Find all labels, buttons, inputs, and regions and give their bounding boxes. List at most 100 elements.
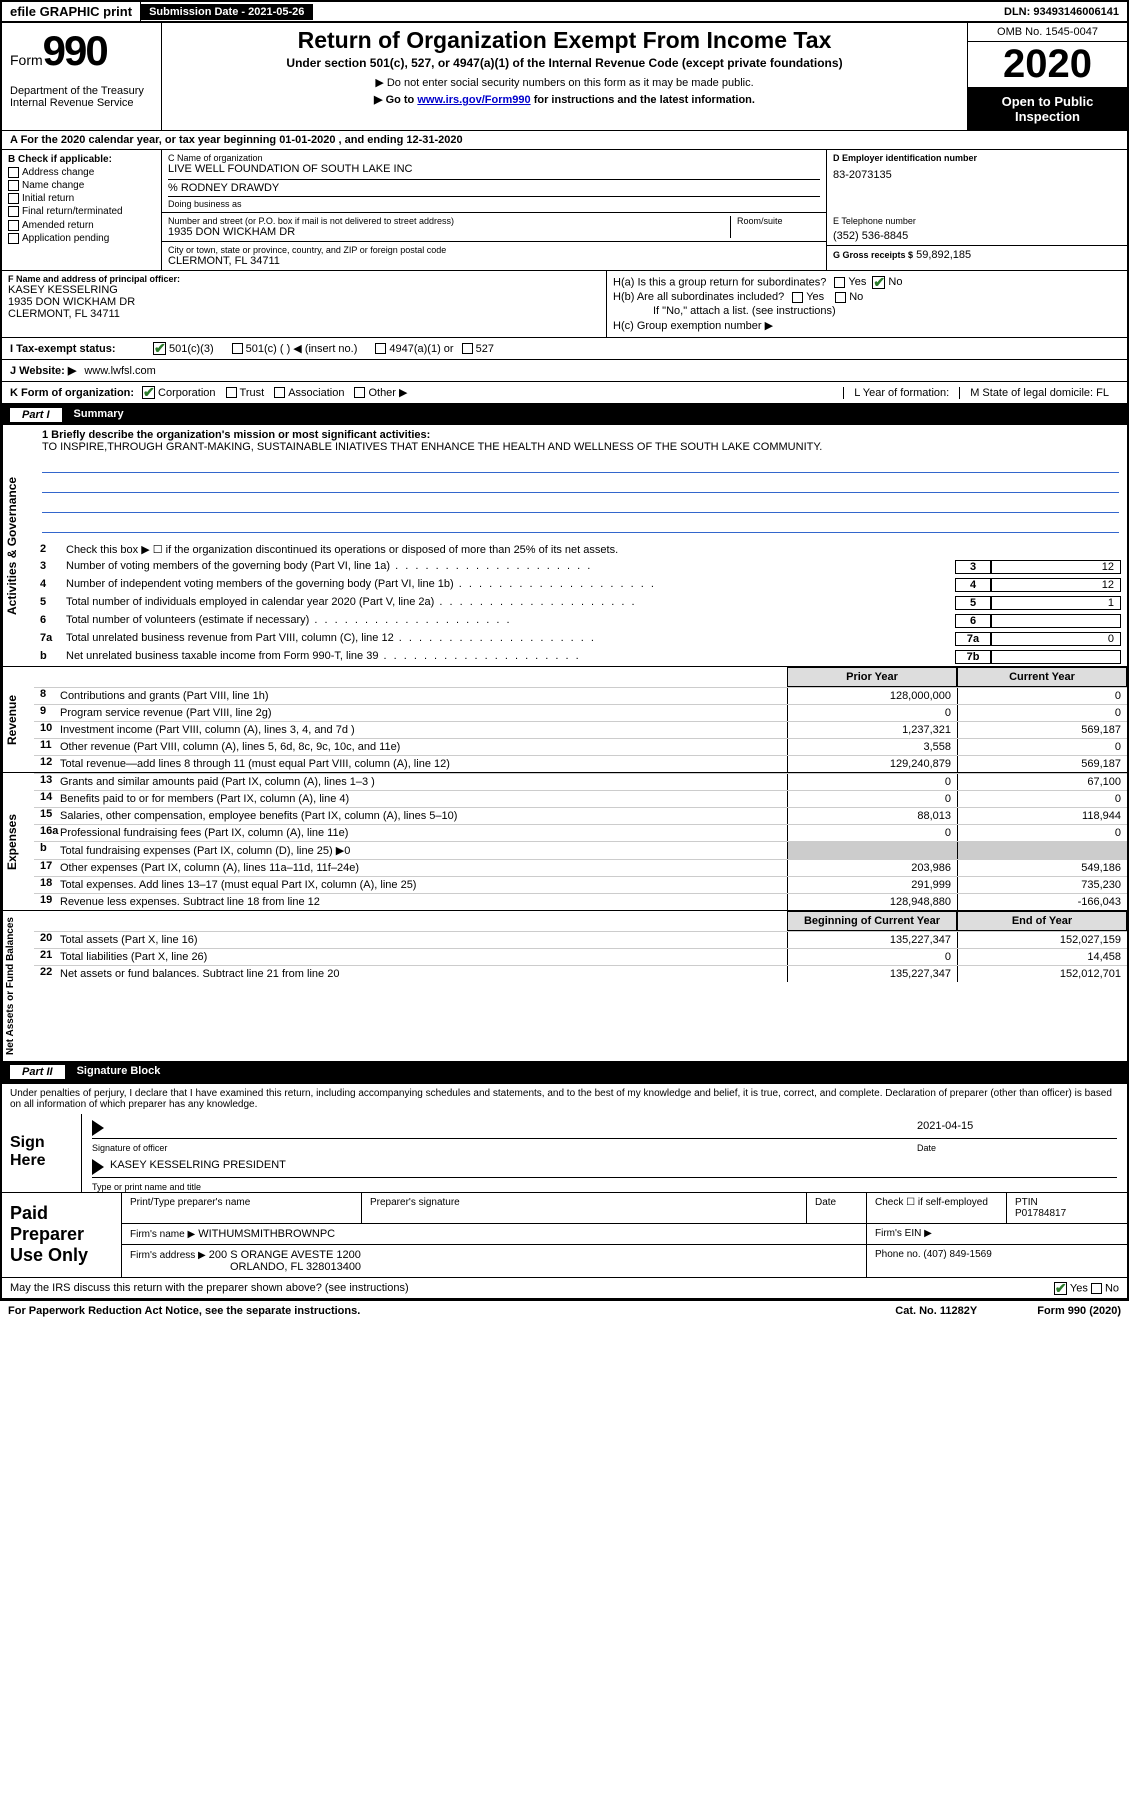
boy-hdr: Beginning of Current Year [787,911,957,931]
h-a: H(a) Is this a group return for subordin… [613,276,1121,289]
website-label: J Website: ▶ [10,364,76,377]
paid-preparer-label: Paid Preparer Use Only [2,1193,122,1277]
room-label: Room/suite [737,216,820,226]
financial-line: 10Investment income (Part VIII, column (… [34,721,1127,738]
summary-line: 3Number of voting members of the governi… [34,558,1127,576]
officer-label: F Name and address of principal officer: [8,274,600,284]
firm-addr2: ORLANDO, FL 328013400 [230,1261,361,1273]
chk-amended[interactable] [8,220,19,231]
summary-line: 5Total number of individuals employed in… [34,594,1127,612]
ha-no[interactable] [872,276,885,289]
preparer-date-hdr: Date [807,1193,867,1223]
chk-final-return[interactable] [8,206,19,217]
ha-yes[interactable] [834,277,845,288]
phone-label: E Telephone number [833,216,1121,226]
eoy-hdr: End of Year [957,911,1127,931]
signature-block: Under penalties of perjury, I declare th… [2,1082,1127,1298]
activities-governance-section: Activities & Governance 1 Briefly descri… [2,425,1127,667]
chk-trust[interactable] [226,387,237,398]
gross-receipts-label: G Gross receipts $ [833,250,913,260]
tax-year-row: A For the 2020 calendar year, or tax yea… [2,131,1127,150]
chk-501c[interactable] [232,343,243,354]
phone-value: (352) 536-8845 [833,230,1121,242]
form-header: Form990 Department of the Treasury Inter… [2,23,1127,131]
tax-year: 2020 [968,42,1127,88]
preparer-sig-hdr: Preparer's signature [362,1193,807,1223]
city-value: CLERMONT, FL 34711 [168,255,820,267]
expenses-section: Expenses 13Grants and similar amounts pa… [2,773,1127,911]
h-b: H(b) Are all subordinates included?Yes N… [613,291,1121,303]
top-bar: efile GRAPHIC print Submission Date - 20… [0,0,1129,23]
signer-name-label: Type or print name and title [82,1182,1127,1192]
website-row: J Website: ▶ www.lwfsl.com [2,360,1127,382]
hb-yes[interactable] [792,292,803,303]
gross-receipts-value: 59,892,185 [916,249,971,261]
part-1-title: Summary [74,408,124,422]
ein-value: 83-2073135 [833,169,1121,181]
form-frame: Form990 Department of the Treasury Inter… [0,23,1129,1300]
summary-line: 6Total number of volunteers (estimate if… [34,612,1127,630]
h-b-note: If "No," attach a list. (see instruction… [613,305,1121,317]
chk-app-pending[interactable] [8,233,19,244]
org-name-label: C Name of organization [168,153,820,163]
discuss-text: May the IRS discuss this return with the… [10,1282,409,1294]
signer-name: KASEY KESSELRING PRESIDENT [110,1159,286,1175]
firm-phone-label: Phone no. [875,1249,921,1260]
chk-527[interactable] [462,343,473,354]
irs-link[interactable]: www.irs.gov/Form990 [417,94,530,106]
chk-initial-return[interactable] [8,193,19,204]
summary-line: 4Number of independent voting members of… [34,576,1127,594]
chk-association[interactable] [274,387,285,398]
part-1-num: Part I [10,408,62,422]
pra-notice: For Paperwork Reduction Act Notice, see … [8,1305,360,1317]
dln: DLN: 93493146006141 [996,4,1127,20]
financial-line: 22Net assets or fund balances. Subtract … [34,965,1127,982]
subtitle-2: ▶ Do not enter social security numbers o… [170,76,959,89]
financial-line: 18Total expenses. Add lines 13–17 (must … [34,876,1127,893]
chk-corporation[interactable] [142,386,155,399]
care-of: % RODNEY DRAWDY [168,179,820,194]
year-formation: L Year of formation: [843,387,959,399]
financial-line: 8Contributions and grants (Part VIII, li… [34,687,1127,704]
efile-label[interactable]: efile GRAPHIC print [2,2,141,21]
officer-addr2: CLERMONT, FL 34711 [8,308,600,320]
state-domicile: M State of legal domicile: FL [959,387,1119,399]
form-ref: Form 990 (2020) [1037,1305,1121,1317]
firm-phone: (407) 849-1569 [923,1249,991,1260]
firm-name: WITHUMSMITHBROWNPC [198,1228,335,1240]
financial-line: 11Other revenue (Part VIII, column (A), … [34,738,1127,755]
discuss-yes[interactable] [1054,1282,1067,1295]
part-2-header: Part II Signature Block [2,1062,1127,1082]
vtab-ag: Activities & Governance [2,425,34,666]
street-address: 1935 DON WICKHAM DR [168,226,730,238]
chk-other[interactable] [354,387,365,398]
cat-no: Cat. No. 11282Y [895,1305,977,1317]
chk-name-change[interactable] [8,180,19,191]
chk-4947[interactable] [375,343,386,354]
chk-501c3[interactable] [153,342,166,355]
discuss-no[interactable] [1091,1283,1102,1294]
financial-line: 14Benefits paid to or for members (Part … [34,790,1127,807]
financial-line: 16aProfessional fundraising fees (Part I… [34,824,1127,841]
dept-treasury: Department of the Treasury Internal Reve… [10,85,153,109]
chk-address-change[interactable] [8,167,19,178]
ptin-value: P01784817 [1015,1208,1066,1219]
current-year-hdr: Current Year [957,667,1127,687]
net-assets-section: Net Assets or Fund Balances Beginning of… [2,911,1127,1062]
h-c: H(c) Group exemption number ▶ [613,319,1121,332]
vtab-na: Net Assets or Fund Balances [2,911,34,1061]
hb-no[interactable] [835,292,846,303]
org-form-row: K Form of organization: Corporation Trus… [2,382,1127,405]
prior-year-hdr: Prior Year [787,667,957,687]
paid-preparer-block: Paid Preparer Use Only Print/Type prepar… [2,1192,1127,1277]
firm-addr-label: Firm's address ▶ [130,1250,206,1261]
footer: For Paperwork Reduction Act Notice, see … [0,1300,1129,1321]
financial-line: 20Total assets (Part X, line 16)135,227,… [34,931,1127,948]
financial-line: 19Revenue less expenses. Subtract line 1… [34,893,1127,910]
subtitle-3: ▶ Go to www.irs.gov/Form990 for instruct… [170,93,959,106]
sig-date-label: Date [917,1143,1117,1153]
submission-date[interactable]: Submission Date - 2021-05-26 [141,4,313,20]
officer-addr1: 1935 DON WICKHAM DR [8,296,600,308]
dba-label: Doing business as [168,196,820,209]
financial-line: bTotal fundraising expenses (Part IX, co… [34,841,1127,859]
